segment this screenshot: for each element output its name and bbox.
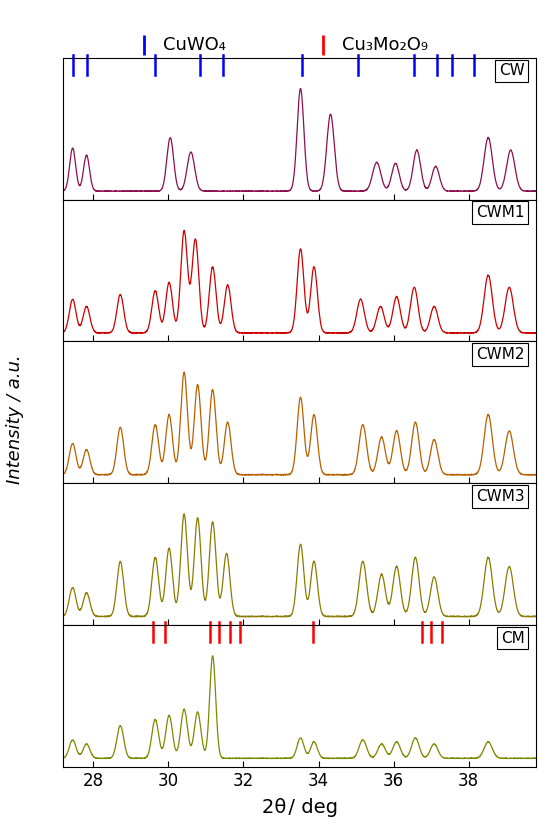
Text: CWM2: CWM2 <box>476 347 524 362</box>
Text: CWM1: CWM1 <box>476 205 524 220</box>
Text: Intensity / a.u.: Intensity / a.u. <box>7 354 24 484</box>
Text: CW: CW <box>499 64 524 79</box>
Text: CuWO₄: CuWO₄ <box>163 36 225 54</box>
Text: CWM3: CWM3 <box>476 489 524 504</box>
Text: CM: CM <box>500 631 524 645</box>
X-axis label: 2θ / deg: 2θ / deg <box>262 798 338 817</box>
Text: Cu₃Mo₂O₉: Cu₃Mo₂O₉ <box>342 36 428 54</box>
